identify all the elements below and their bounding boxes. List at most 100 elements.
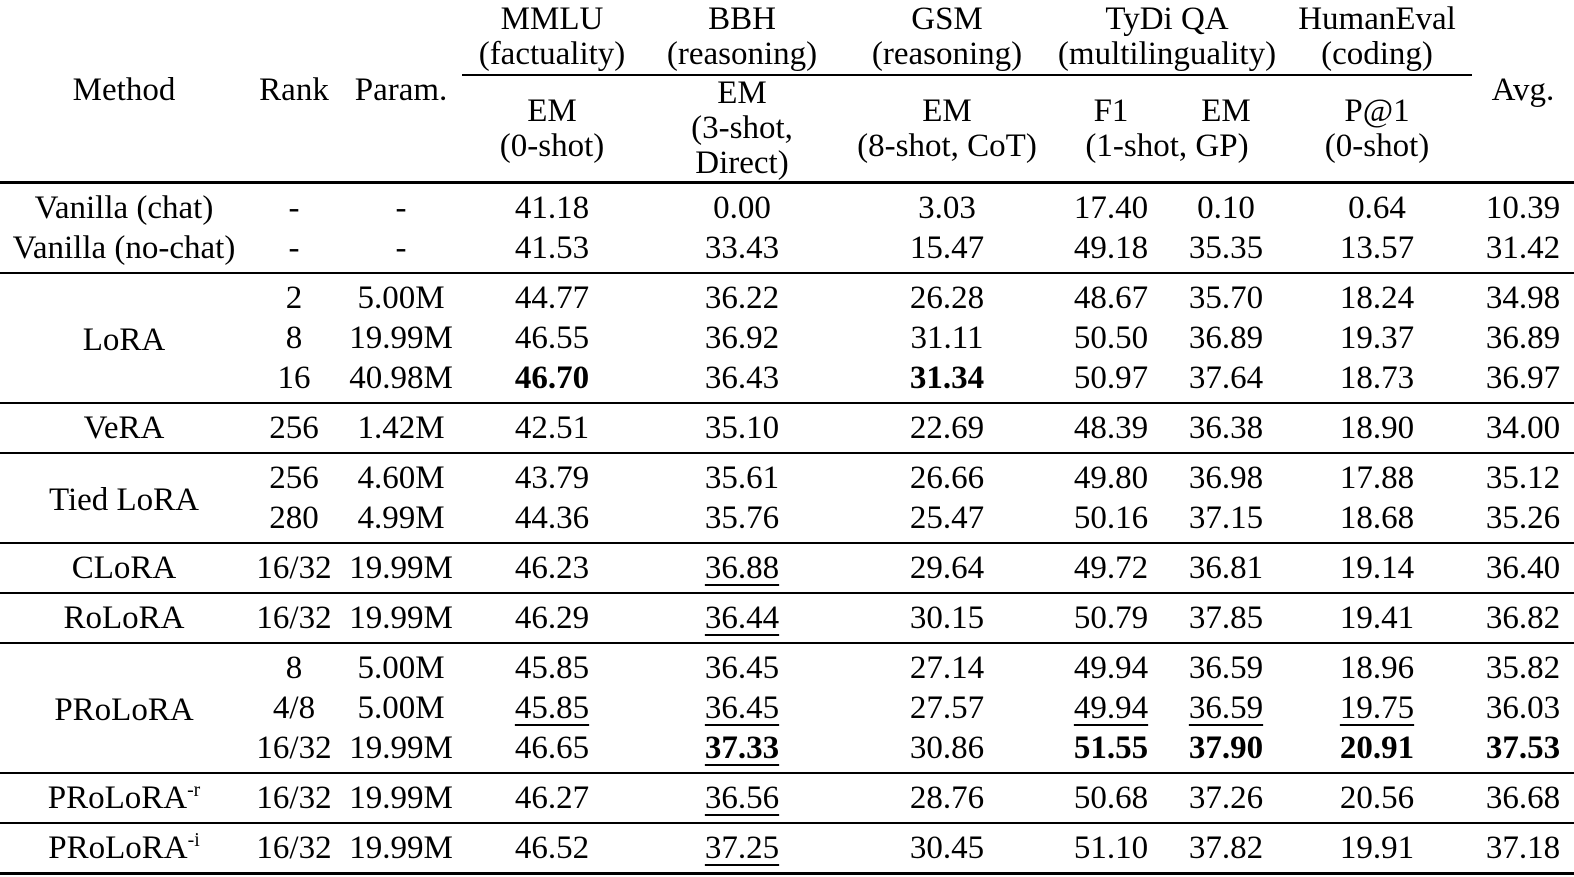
group-name: BBH xyxy=(708,1,776,37)
section-prolora-r: PRoLoRA-r 16/32 19.99M 46.27 36.56 28.76 50.68… xyxy=(0,773,1574,823)
cell-tydiqa-f1: 49.80 xyxy=(1073,460,1149,496)
group-subtitle: (multilinguality) xyxy=(1057,36,1277,72)
cell-method: PRoLoRA-i xyxy=(48,829,200,866)
cell-humaneval-p1: 18.68 xyxy=(1339,500,1415,536)
cell-bbh-em: 36.45 xyxy=(704,650,780,686)
cell-tydiqa-em: 37.85 xyxy=(1188,600,1264,636)
cell-humaneval-p1: 18.24 xyxy=(1339,280,1415,316)
cell-method: LoRA xyxy=(82,322,166,358)
cell-method: PRoLoRA xyxy=(54,692,194,728)
metric-shots: (8-shot, CoT) xyxy=(857,127,1037,164)
cell-avg: 36.82 xyxy=(1485,600,1561,636)
cell-avg: 36.40 xyxy=(1485,550,1561,586)
cell-gsm-em: 30.45 xyxy=(909,830,985,866)
cell-param: 19.99M xyxy=(349,730,453,766)
cell-param: - xyxy=(395,230,407,266)
cell-gsm-em: 26.28 xyxy=(909,280,985,316)
cell-bbh-em: 35.76 xyxy=(704,500,780,536)
cell-mmlu-em: 41.53 xyxy=(514,230,590,266)
section-vanilla: Vanilla (chat) - - 41.18 0.00 3.03 17.40 0.10 0.… xyxy=(0,182,1574,274)
table-row: RoLoRA 16/32 19.99M 46.29 36.44 30.15 50.79 37.… xyxy=(0,593,1574,643)
table-row: VeRA 256 1.42M 42.51 35.10 22.69 48.39 36.38 18.… xyxy=(0,403,1574,453)
cell-avg: 36.03 xyxy=(1485,690,1561,726)
cell-rank: 8 xyxy=(285,650,303,686)
cell-rank: - xyxy=(288,190,300,226)
table-row: Vanilla (chat) - - 41.18 0.00 3.03 17.40 0.10 0.… xyxy=(0,183,1574,229)
cell-avg: 36.89 xyxy=(1485,320,1561,356)
method-superscript: -r xyxy=(187,779,201,801)
metric-name: EM xyxy=(922,92,972,129)
table-row: 16 40.98M 46.70 36.43 31.34 50.97 37.64 18.73 36… xyxy=(0,358,1574,403)
cell-tydiqa-f1: 48.67 xyxy=(1073,280,1149,316)
cell-method: RoLoRA xyxy=(63,600,185,636)
cell-param: 5.00M xyxy=(357,690,445,726)
metric-shots: (0-shot) xyxy=(499,127,605,164)
cell-rank: 16/32 xyxy=(256,550,332,586)
cell-tydiqa-f1: 50.97 xyxy=(1073,360,1149,396)
cell-avg: 36.68 xyxy=(1485,780,1561,816)
cell-tydiqa-em: 36.89 xyxy=(1188,320,1264,356)
cell-tydiqa-em: 37.64 xyxy=(1188,360,1264,396)
cell-bbh-em: 35.10 xyxy=(704,410,780,446)
cell-bbh-em: 37.33 xyxy=(704,730,780,766)
metric-shots: (0-shot) xyxy=(1324,127,1430,164)
group-header-gsm: GSM (reasoning) xyxy=(842,0,1052,76)
col-header-param: Param. xyxy=(354,72,448,108)
cell-avg: 35.82 xyxy=(1485,650,1561,686)
group-header-tydiqa: TyDi QA (multilinguality) xyxy=(1052,0,1282,76)
cell-tydiqa-f1: 49.18 xyxy=(1073,230,1149,266)
group-header-bbh: BBH (reasoning) xyxy=(642,0,842,76)
cell-avg: 31.42 xyxy=(1485,230,1561,266)
cell-param: 19.99M xyxy=(349,320,453,356)
cell-param: - xyxy=(395,190,407,226)
table-row: 8 19.99M 46.55 36.92 31.11 50.50 36.89 19.37 36.… xyxy=(0,318,1574,358)
cell-bbh-em: 33.43 xyxy=(704,230,780,266)
cell-tydiqa-em: 37.15 xyxy=(1188,500,1264,536)
cell-mmlu-em: 46.70 xyxy=(514,360,590,396)
cell-tydiqa-em: 36.59 xyxy=(1188,690,1264,726)
table-row: 16/32 19.99M 46.65 37.33 30.86 51.55 37.90 20.9… xyxy=(0,728,1574,773)
cell-param: 19.99M xyxy=(349,830,453,866)
metric-header-humaneval-p1: P@1 (0-shot) xyxy=(1282,75,1472,183)
header-group-row: Method Rank Param. MMLU (factuality) BBH… xyxy=(0,0,1574,108)
cell-tydiqa-f1: 50.50 xyxy=(1073,320,1149,356)
cell-rank: 8 xyxy=(285,320,303,356)
cell-tydiqa-em: 37.82 xyxy=(1188,830,1264,866)
cell-param: 4.99M xyxy=(357,500,445,536)
cell-rank: 16/32 xyxy=(256,830,332,866)
cell-humaneval-p1: 19.75 xyxy=(1339,690,1415,726)
cell-rank: 16 xyxy=(277,360,311,396)
cell-tydiqa-f1: 49.94 xyxy=(1073,690,1149,726)
cell-tydiqa-em: 36.59 xyxy=(1188,650,1264,686)
cell-humaneval-p1: 17.88 xyxy=(1339,460,1415,496)
cell-avg: 34.98 xyxy=(1485,280,1561,316)
metric-name: P@1 xyxy=(1344,92,1410,129)
section-tied-lora: Tied LoRA 256 4.60M 43.79 35.61 26.66 49.80 36.… xyxy=(0,453,1574,543)
cell-rank: 2 xyxy=(285,280,303,316)
cell-gsm-em: 22.69 xyxy=(909,410,985,446)
cell-mmlu-em: 45.85 xyxy=(514,690,590,726)
cell-avg: 34.00 xyxy=(1485,410,1561,446)
cell-rank: - xyxy=(288,230,300,266)
group-subtitle: (factuality) xyxy=(478,36,626,72)
cell-avg: 35.26 xyxy=(1485,500,1561,536)
cell-mmlu-em: 41.18 xyxy=(514,190,590,226)
cell-avg: 36.97 xyxy=(1485,360,1561,396)
cell-param: 19.99M xyxy=(349,780,453,816)
cell-param: 4.60M xyxy=(357,460,445,496)
method-superscript: -i xyxy=(187,829,200,851)
group-name: TyDi QA xyxy=(1105,1,1229,37)
cell-tydiqa-em: 36.38 xyxy=(1188,410,1264,446)
cell-mmlu-em: 46.27 xyxy=(514,780,590,816)
cell-avg: 35.12 xyxy=(1485,460,1561,496)
cell-method: CLoRA xyxy=(71,550,177,586)
metric-header-gsm-em: EM (8-shot, CoT) xyxy=(842,75,1052,183)
cell-rank: 16/32 xyxy=(256,780,332,816)
metric-header-tydiqa: F1 EM (1-shot, GP) xyxy=(1052,75,1282,183)
cell-tydiqa-f1: 50.16 xyxy=(1073,500,1149,536)
cell-humaneval-p1: 18.90 xyxy=(1339,410,1415,446)
cell-mmlu-em: 46.52 xyxy=(514,830,590,866)
cell-tydiqa-f1: 48.39 xyxy=(1073,410,1149,446)
cell-param: 1.42M xyxy=(357,410,445,446)
table-row: LoRA 2 5.00M 44.77 36.22 26.28 48.67 35.70 18.24… xyxy=(0,273,1574,358)
